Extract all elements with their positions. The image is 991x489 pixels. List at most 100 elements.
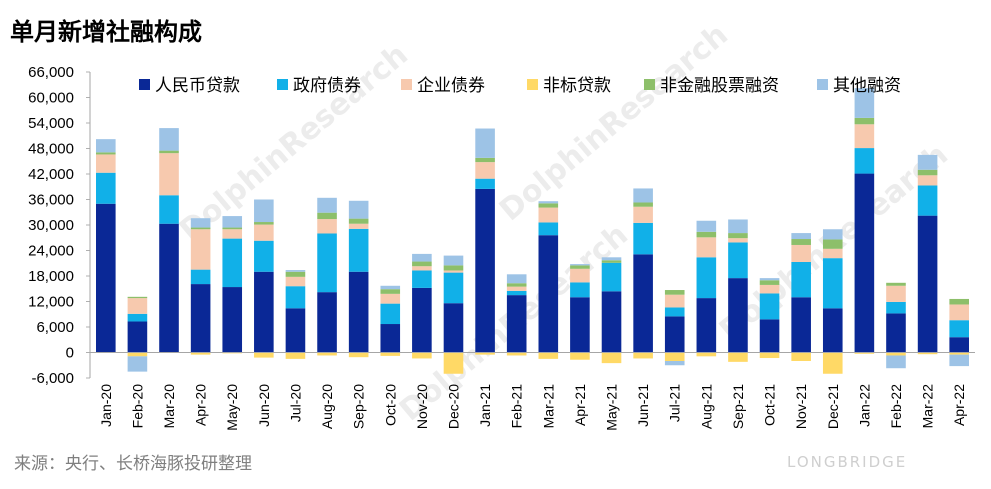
bar-segment: [601, 257, 622, 261]
bar-segment: [696, 298, 717, 353]
bar-segment: [254, 224, 274, 241]
bar-segment: [633, 222, 653, 255]
bar-segment: [570, 282, 590, 298]
y-tick-label: 18,000: [28, 268, 74, 285]
bar-stack-May-21: [601, 257, 622, 364]
bar-segment: [506, 283, 527, 287]
x-tick-label: Mar-21: [540, 384, 556, 429]
bar-segment: [759, 293, 780, 320]
bar-segment: [538, 207, 559, 223]
bar-stack-Apr-22: [949, 298, 969, 367]
bar-segment: [348, 218, 369, 224]
y-tick-label: 12,000: [28, 294, 74, 311]
bar-segment: [728, 278, 748, 353]
y-tick-label: -6,000: [31, 370, 74, 387]
bar-segment: [854, 117, 875, 125]
bar-segment: [254, 199, 274, 223]
x-tick-label: Jun-21: [635, 384, 651, 427]
bar-segment: [475, 352, 495, 355]
bar-segment: [190, 284, 211, 353]
bar-stack-Dec-21: [822, 229, 843, 374]
bar-stack-Dec-20: [443, 255, 464, 374]
bar-segment: [791, 233, 811, 240]
bar-segment: [886, 352, 906, 356]
bar-segment: [696, 257, 717, 299]
bar-segment: [506, 352, 527, 356]
bar-segment: [696, 220, 717, 232]
legend-item: 企业债券: [401, 76, 485, 96]
bar-segment: [190, 229, 211, 270]
bar-segment: [443, 303, 464, 353]
legend-item: 政府债券: [277, 76, 361, 96]
bar-segment: [254, 271, 274, 353]
x-tick-label: Aug-21: [698, 384, 714, 429]
legend-swatch: [644, 79, 655, 90]
legend-label: 其他融资: [833, 76, 901, 96]
bar-segment: [601, 352, 622, 364]
bar-segment: [664, 290, 685, 295]
bar-stack-Nov-20: [412, 253, 432, 359]
x-tick-label: May-20: [224, 384, 240, 431]
bar-segment: [159, 223, 179, 353]
bar-segment: [633, 254, 653, 353]
y-tick-label: 42,000: [28, 166, 74, 183]
x-tick-label: Jan-21: [477, 384, 493, 427]
x-tick-label: Jul-21: [667, 384, 683, 422]
bar-segment: [854, 173, 875, 353]
bar-segment: [854, 352, 875, 354]
bar-segment: [317, 292, 337, 353]
bar-segment: [949, 337, 969, 353]
bar-stack-Mar-20: [159, 128, 179, 353]
bar-segment: [285, 271, 306, 277]
bar-segment: [601, 262, 622, 292]
bar-stack-Aug-21: [696, 220, 717, 357]
bar-segment: [791, 261, 811, 298]
watermark-text: DolphinResearch: [493, 17, 735, 228]
bar-segment: [380, 293, 401, 304]
bar-segment: [759, 284, 780, 294]
bar-segment: [222, 216, 243, 228]
bar-segment: [886, 355, 906, 369]
y-tick-label: 36,000: [28, 192, 74, 209]
bar-segment: [538, 201, 559, 204]
legend-item: 人民币贷款: [139, 76, 240, 96]
y-tick-label: 30,000: [28, 217, 74, 234]
bar-segment: [96, 154, 116, 173]
watermark-longbridge: LONGBRIDGE: [787, 453, 908, 471]
bar-stack-Jan-22: [854, 88, 875, 354]
x-tick-label: Jul-20: [287, 384, 303, 422]
bar-segment: [854, 124, 875, 149]
bar-segment: [443, 270, 464, 273]
bar-segment: [96, 203, 116, 353]
bar-segment: [443, 265, 464, 271]
bar-segment: [538, 222, 559, 236]
legend-swatch: [401, 79, 412, 90]
bar-segment: [728, 219, 748, 234]
bar-segment: [664, 361, 685, 366]
bar-segment: [822, 258, 843, 309]
legend-label: 企业债券: [417, 76, 485, 96]
bar-segment: [412, 352, 432, 359]
bar-stack-Sep-20: [348, 200, 369, 358]
bar-segment: [664, 316, 685, 353]
bar-segment: [822, 352, 843, 374]
bar-segment: [317, 233, 337, 293]
bar-segment: [538, 352, 559, 359]
bar-segment: [127, 321, 148, 353]
y-tick-label: 54,000: [28, 115, 74, 132]
bar-segment: [159, 150, 179, 154]
bar-segment: [696, 237, 717, 258]
x-tick-label: Sep-20: [351, 384, 367, 429]
bar-segment: [317, 197, 337, 213]
bar-segment: [380, 289, 401, 294]
bar-segment: [633, 352, 653, 359]
bar-stack-Feb-21: [506, 274, 527, 356]
x-tick-label: Apr-20: [193, 384, 209, 426]
bar-segment: [728, 233, 748, 239]
bar-segment: [222, 227, 243, 230]
bar-stack-Mar-22: [917, 154, 938, 355]
bar-segment: [348, 200, 369, 219]
x-tick-label: Dec-21: [825, 384, 841, 429]
bar-segment: [601, 260, 622, 263]
